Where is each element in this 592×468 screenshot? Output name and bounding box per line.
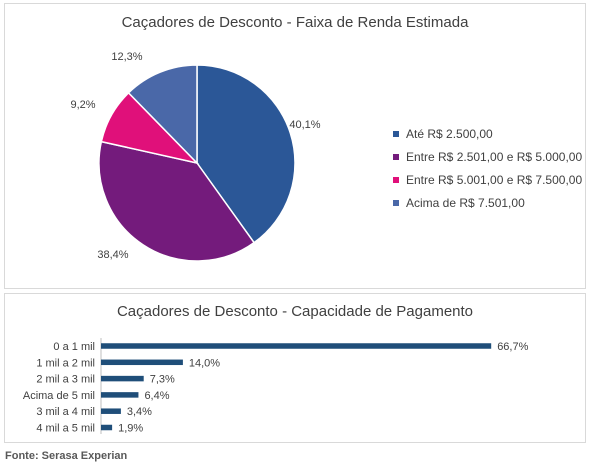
legend-label: Entre R$ 2.501,00 e R$ 5.000,00 (406, 149, 583, 164)
pie-chart: 40,1% 38,4% 9,2% 12,3% (70, 51, 321, 262)
bar-3 (101, 375, 144, 382)
pie-slice-4 (127, 64, 198, 165)
category-label-1: 0 a 1 mil (53, 341, 95, 353)
legend-swatch (393, 176, 399, 183)
pie-data-label-4: 12,3% (111, 51, 142, 63)
bar-data-label-6: 1,9% (118, 423, 143, 435)
legend-item-4: Acima de R$ 7.501,00 (393, 191, 582, 214)
pie-data-label-2: 38,4% (97, 249, 128, 261)
pie-slice-2 (98, 140, 256, 262)
category-label-6: 4 mil a 5 mil (36, 423, 95, 435)
legend-item-1: Até R$ 2.500,00 (393, 122, 582, 145)
category-label-2: 1 mil a 2 mil (36, 357, 95, 369)
source-note: Fonte: Serasa Experian (5, 450, 128, 462)
pie-slice-1 (196, 64, 296, 244)
bar-chart-panel: Caçadores de Desconto - Capacidade de Pa… (4, 293, 586, 443)
pie-data-label-3: 9,2% (70, 99, 95, 111)
legend-swatch (393, 130, 399, 137)
pie-data-label-1: 40,1% (289, 119, 320, 131)
bar-chart-title: Caçadores de Desconto - Capacidade de Pa… (116, 303, 474, 320)
bar-data-label-5: 3,4% (127, 406, 152, 418)
legend-swatch (393, 153, 399, 160)
pie-chart-panel: Caçadores de Desconto - Faixa de Renda E… (4, 3, 586, 289)
bar-4 (101, 392, 139, 398)
legend-label: Até R$ 2.500,00 (406, 126, 493, 141)
category-label-3: 2 mil a 3 mil (36, 374, 95, 386)
legend-item-2: Entre R$ 2.501,00 e R$ 5.000,00 (393, 145, 582, 168)
bar-5 (101, 408, 121, 414)
category-label-4: Acima de 5 mil (23, 390, 95, 402)
bar-2 (101, 359, 183, 366)
pie-legend: Até R$ 2.500,00 Entre R$ 2.501,00 e R$ 5.… (393, 122, 582, 214)
legend-swatch (393, 199, 399, 206)
bar-data-label-2: 14,0% (189, 357, 220, 369)
legend-label: Entre R$ 5.001,00 e R$ 7.500,00 (406, 172, 583, 187)
bar-data-label-3: 7,3% (150, 374, 175, 386)
legend-item-3: Entre R$ 5.001,00 e R$ 7.500,00 (393, 168, 582, 191)
bar-6 (101, 424, 113, 431)
bar-data-label-1: 66,7% (497, 341, 528, 353)
legend-label: Acima de R$ 7.501,00 (406, 195, 525, 210)
category-label-5: 3 mil a 4 mil (36, 406, 95, 418)
bar-1 (101, 343, 492, 349)
bar-data-label-4: 6,4% (144, 390, 169, 402)
bar-chart: 0 a 1 mil 66,7% 1 mil a 2 mil 14,0% 2 mil a … (23, 338, 529, 435)
pie-chart-title: Caçadores de Desconto - Faixa de Renda E… (121, 14, 469, 31)
